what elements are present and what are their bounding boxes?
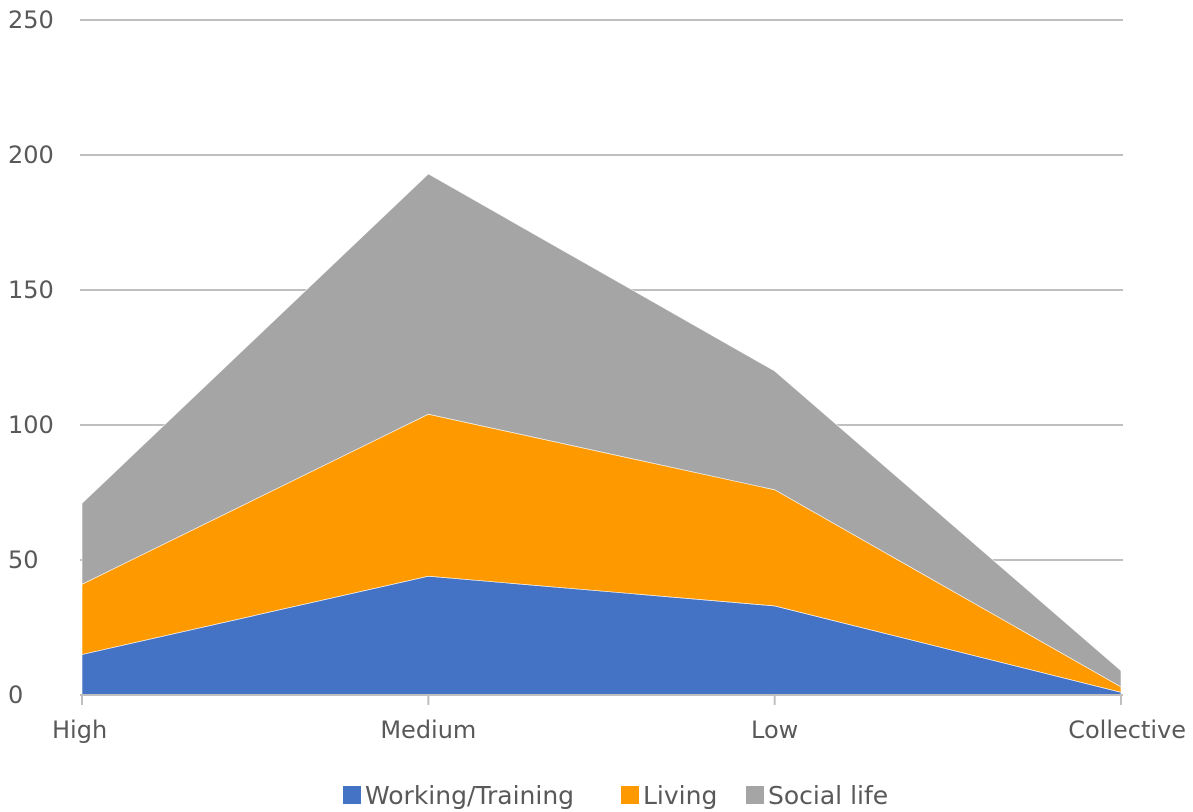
legend-swatch-working-training [343,786,361,804]
area-social-life [81,173,1122,688]
y-tick-label: 100 [8,411,54,439]
legend-swatch-living [621,786,639,804]
legend-label-living: Living [643,781,717,810]
legend-label-working-training: Working/Training [365,781,574,810]
x-tick-label: Medium [380,716,476,744]
legend-swatch-social-life [746,786,764,804]
area-series [81,173,1122,696]
y-tick-label: 0 [8,681,23,709]
legend: Working/Training Living Social life [343,781,888,810]
y-tick-label: 50 [8,546,39,574]
x-tick-label: Low [751,716,798,744]
y-tick-label: 250 [8,6,54,34]
y-tick-label: 150 [8,276,54,304]
x-tick-label: High [52,716,107,744]
legend-label-social-life: Social life [768,781,888,810]
y-tick-label: 200 [8,141,54,169]
x-tick-label: Collective [1068,716,1186,744]
axes: 0 50 100 150 200 250 High Medium Low Collective [8,6,1186,744]
